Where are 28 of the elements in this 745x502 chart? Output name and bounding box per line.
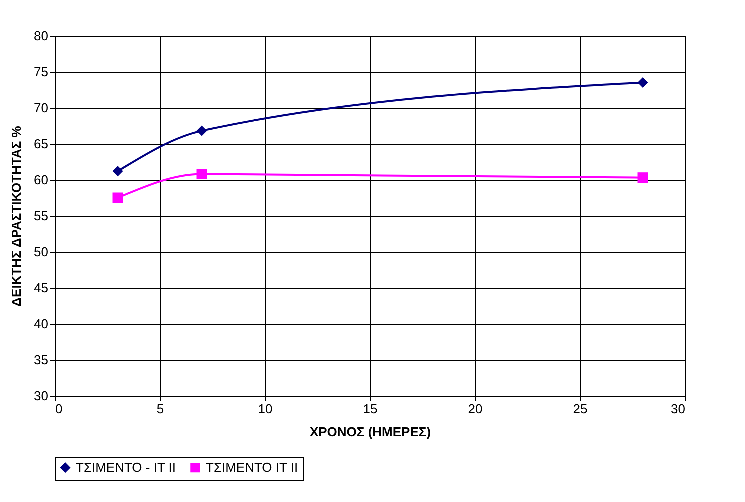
x-tick-label: 30 [671, 402, 686, 416]
y-tick-label: 55 [34, 208, 48, 224]
x-tick-label: 0 [56, 402, 63, 416]
y-tick-label: 80 [34, 28, 48, 44]
x-tick-label: 20 [468, 402, 483, 416]
x-axis-title: ΧΡΟΝΟΣ (ΗΜΕΡΕΣ) [310, 424, 432, 440]
point [638, 172, 648, 184]
point [638, 78, 648, 88]
point [196, 168, 208, 180]
point [112, 192, 124, 204]
y-tick-label: 60 [34, 172, 48, 188]
legend-label: ΤΣΙΜΕΝΤΟ ΙΤ ΙΙ [206, 460, 298, 475]
y-tick-label: 40 [34, 316, 48, 332]
y-tick-label: 30 [34, 388, 48, 404]
point [196, 126, 208, 136]
x-tick-label: 15 [363, 402, 378, 416]
legend-label: ΤΣΙΜΕΝΤΟ - ΙΤ ΙΙ [76, 460, 176, 475]
y-tick-label: 45 [34, 280, 48, 296]
y-tick-label: 35 [34, 352, 48, 368]
point [112, 166, 124, 177]
y-tick-label: 50 [34, 244, 48, 260]
x-tick-label: 25 [573, 402, 588, 416]
y-tick-label: 70 [34, 100, 48, 116]
y-tick-label: 65 [34, 136, 48, 152]
y-tick-label: 75 [34, 64, 48, 80]
x-tick-label: 10 [258, 402, 273, 416]
x-tick-label: 5 [156, 402, 164, 416]
y-axis-title: ΔΕΙΚΤΗΣ ΔΡΑΣΤΙΚΟΤΗΤΑΣ % [9, 126, 24, 307]
